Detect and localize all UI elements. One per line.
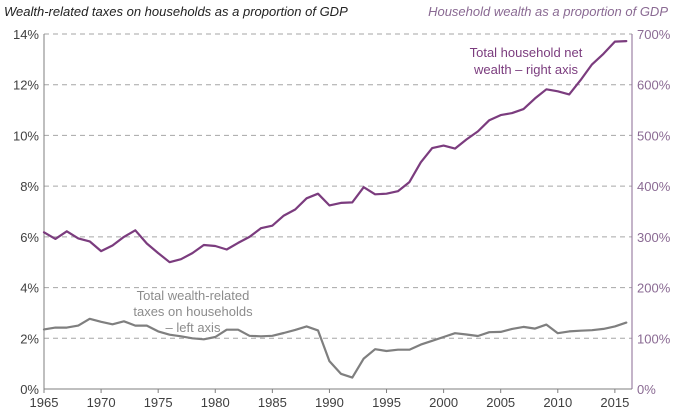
x-tick-label: 1975: [144, 395, 173, 410]
right-tick-label: 700%: [637, 27, 671, 42]
taxes-annotation-line-3: – left axis: [166, 320, 221, 335]
left-tick-label: 6%: [20, 230, 39, 245]
x-axis-ticks: 1965 1970 1975 1980 1985 1990 1995 2000 2005 2010…: [30, 389, 629, 410]
left-tick-label: 10%: [13, 128, 39, 143]
left-tick-label: 14%: [13, 27, 39, 42]
wealth-series-annotation: Total household net wealth – right axis: [470, 45, 583, 77]
right-tick-label: 0%: [637, 382, 656, 397]
x-tick-label: 1990: [315, 395, 344, 410]
left-tick-label: 8%: [20, 179, 39, 194]
left-tick-label: 2%: [20, 331, 39, 346]
right-tick-label: 500%: [637, 128, 671, 143]
left-tick-label: 0%: [20, 382, 39, 397]
x-tick-label: 1985: [258, 395, 287, 410]
wealth-series-line: [42, 39, 628, 264]
taxes-series-annotation: Total wealth-related taxes on households…: [133, 288, 253, 335]
x-tick-label: 2000: [429, 395, 458, 410]
left-tick-label: 12%: [13, 78, 39, 93]
right-axis-ticks: 0% 100% 200% 300% 400% 500% 600% 700%: [637, 27, 671, 397]
x-tick-label: 1980: [201, 395, 230, 410]
wealth-annotation-line-1: Total household net: [470, 45, 583, 60]
left-axis-ticks: 0% 2% 4% 6% 8% 10% 12% 14%: [13, 27, 39, 397]
x-tick-label: 2010: [543, 395, 572, 410]
taxes-annotation-line-2: taxes on households: [133, 304, 253, 319]
right-tick-label: 300%: [637, 230, 671, 245]
taxes-series-line: [42, 317, 628, 379]
taxes-annotation-line-1: Total wealth-related: [137, 288, 250, 303]
right-tick-label: 600%: [637, 78, 671, 93]
x-tick-label: 1995: [372, 395, 401, 410]
x-tick-label: 2015: [600, 395, 629, 410]
x-tick-label: 1965: [30, 395, 59, 410]
right-tick-label: 200%: [637, 281, 671, 296]
left-tick-label: 4%: [20, 281, 39, 296]
axis-lines: [43, 34, 633, 390]
series-lines: [42, 39, 628, 379]
x-tick-label: 2005: [486, 395, 515, 410]
left-axis-title: Wealth-related taxes on households as a …: [4, 4, 348, 19]
right-tick-label: 400%: [637, 179, 671, 194]
right-tick-label: 100%: [637, 331, 671, 346]
wealth-annotation-line-2: wealth – right axis: [473, 62, 579, 77]
x-tick-label: 1970: [87, 395, 116, 410]
right-axis-title: Household wealth as a proportion of GDP: [428, 4, 668, 19]
gridlines: [44, 33, 632, 339]
